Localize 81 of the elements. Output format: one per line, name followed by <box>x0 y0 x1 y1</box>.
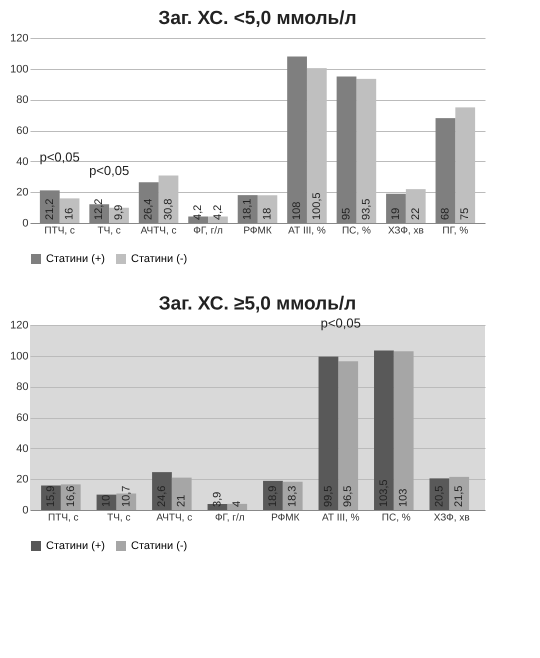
x-tick-label: РФМК <box>271 512 300 524</box>
legend-label: Статини (-) <box>131 540 188 552</box>
y-tick-label: 60 <box>16 125 28 137</box>
y-tick-label: 40 <box>16 156 28 168</box>
annotation: p<0,05 <box>320 316 361 331</box>
x-tick-label: АЧТЧ, с <box>156 512 192 524</box>
annotation: p<0,05 <box>89 163 130 178</box>
data-label: 22 <box>410 208 422 220</box>
y-tick-label: 120 <box>10 32 28 44</box>
bar <box>374 350 394 510</box>
x-tick-label: ПС, % <box>382 512 411 524</box>
annotation: p<0,05 <box>40 149 80 164</box>
y-tick-label: 120 <box>10 320 28 332</box>
bar <box>338 361 358 510</box>
data-label: 18,3 <box>286 486 299 507</box>
data-label: 9,9 <box>113 204 126 220</box>
data-label: 103 <box>398 488 410 507</box>
y-tick-label: 40 <box>16 442 28 455</box>
chart-title: Заг. ХС. ≥5,0 ммоль/л <box>158 294 356 315</box>
x-tick-label: ПТЧ, с <box>48 512 79 524</box>
data-label: 3,9 <box>211 492 224 507</box>
y-tick-label: 100 <box>10 63 28 76</box>
x-tick-label: АЧТЧ, с <box>140 226 177 236</box>
chart-title: Заг. ХС. <5,0 ммоль/л <box>158 8 357 29</box>
data-label: 18 <box>261 208 274 220</box>
data-label: 18,1 <box>242 198 254 220</box>
data-label: 21,5 <box>453 486 466 507</box>
y-tick-label: 20 <box>16 474 28 486</box>
legend-label: Статини (+) <box>46 540 105 552</box>
data-label: 100,5 <box>310 192 323 220</box>
data-label: 93,5 <box>360 198 372 220</box>
x-tick-label: ФГ, г/л <box>193 226 224 236</box>
x-tick-label: ТЧ, с <box>97 226 121 236</box>
data-label: 26,4 <box>142 198 155 220</box>
data-label: 18,9 <box>266 486 279 507</box>
data-label: 95 <box>340 208 353 220</box>
bar <box>318 356 338 510</box>
data-label: 96,5 <box>342 486 354 507</box>
data-label: 75 <box>459 208 472 220</box>
data-label: 16,6 <box>64 486 77 507</box>
x-tick-label: ТЧ, с <box>107 512 130 524</box>
data-label: 4,2 <box>212 204 224 220</box>
bar <box>394 351 414 510</box>
data-label: 4,2 <box>192 204 204 220</box>
data-label: 24,6 <box>156 486 168 507</box>
data-label: 99,5 <box>322 486 334 507</box>
x-tick-label: РФМК <box>243 226 272 236</box>
y-tick-label: 0 <box>22 218 28 230</box>
legend-label: Статини (-) <box>131 253 188 265</box>
data-label: 20,5 <box>433 486 446 507</box>
x-tick-label: АТ III, % <box>288 226 326 236</box>
data-label: 30,8 <box>162 198 174 220</box>
data-label: 103,5 <box>378 479 390 507</box>
y-tick-label: 100 <box>10 350 28 362</box>
data-label: 68 <box>439 208 452 220</box>
bar <box>172 478 192 510</box>
y-tick-label: 20 <box>16 186 28 199</box>
y-tick-label: 80 <box>16 94 28 106</box>
bar <box>152 472 172 510</box>
data-label: 16 <box>64 208 76 220</box>
data-label: 21 <box>176 494 188 507</box>
bar <box>258 195 278 223</box>
data-label: 15,9 <box>44 486 57 507</box>
x-tick-label: ПГ, % <box>442 226 468 236</box>
data-label: 19 <box>390 208 402 220</box>
x-tick-label: ХЗФ, хв <box>434 512 470 524</box>
x-tick-label: ФГ, г/л <box>214 512 245 524</box>
data-label: 10,7 <box>120 486 132 507</box>
data-label: 108 <box>291 202 304 220</box>
y-tick-label: 80 <box>16 381 28 394</box>
x-tick-label: АТ III, % <box>322 512 360 524</box>
x-tick-label: ПС, % <box>342 226 371 236</box>
data-label: 4 <box>231 500 244 507</box>
legend-label: Статини (+) <box>46 253 105 265</box>
bar <box>60 198 80 223</box>
data-label: 21,2 <box>44 198 56 220</box>
data-label: 12,2 <box>93 198 106 220</box>
x-tick-label: ПТЧ, с <box>44 226 75 236</box>
y-tick-label: 0 <box>22 504 28 516</box>
x-tick-label: ХЗФ, хв <box>388 226 424 236</box>
y-tick-label: 60 <box>16 412 28 424</box>
